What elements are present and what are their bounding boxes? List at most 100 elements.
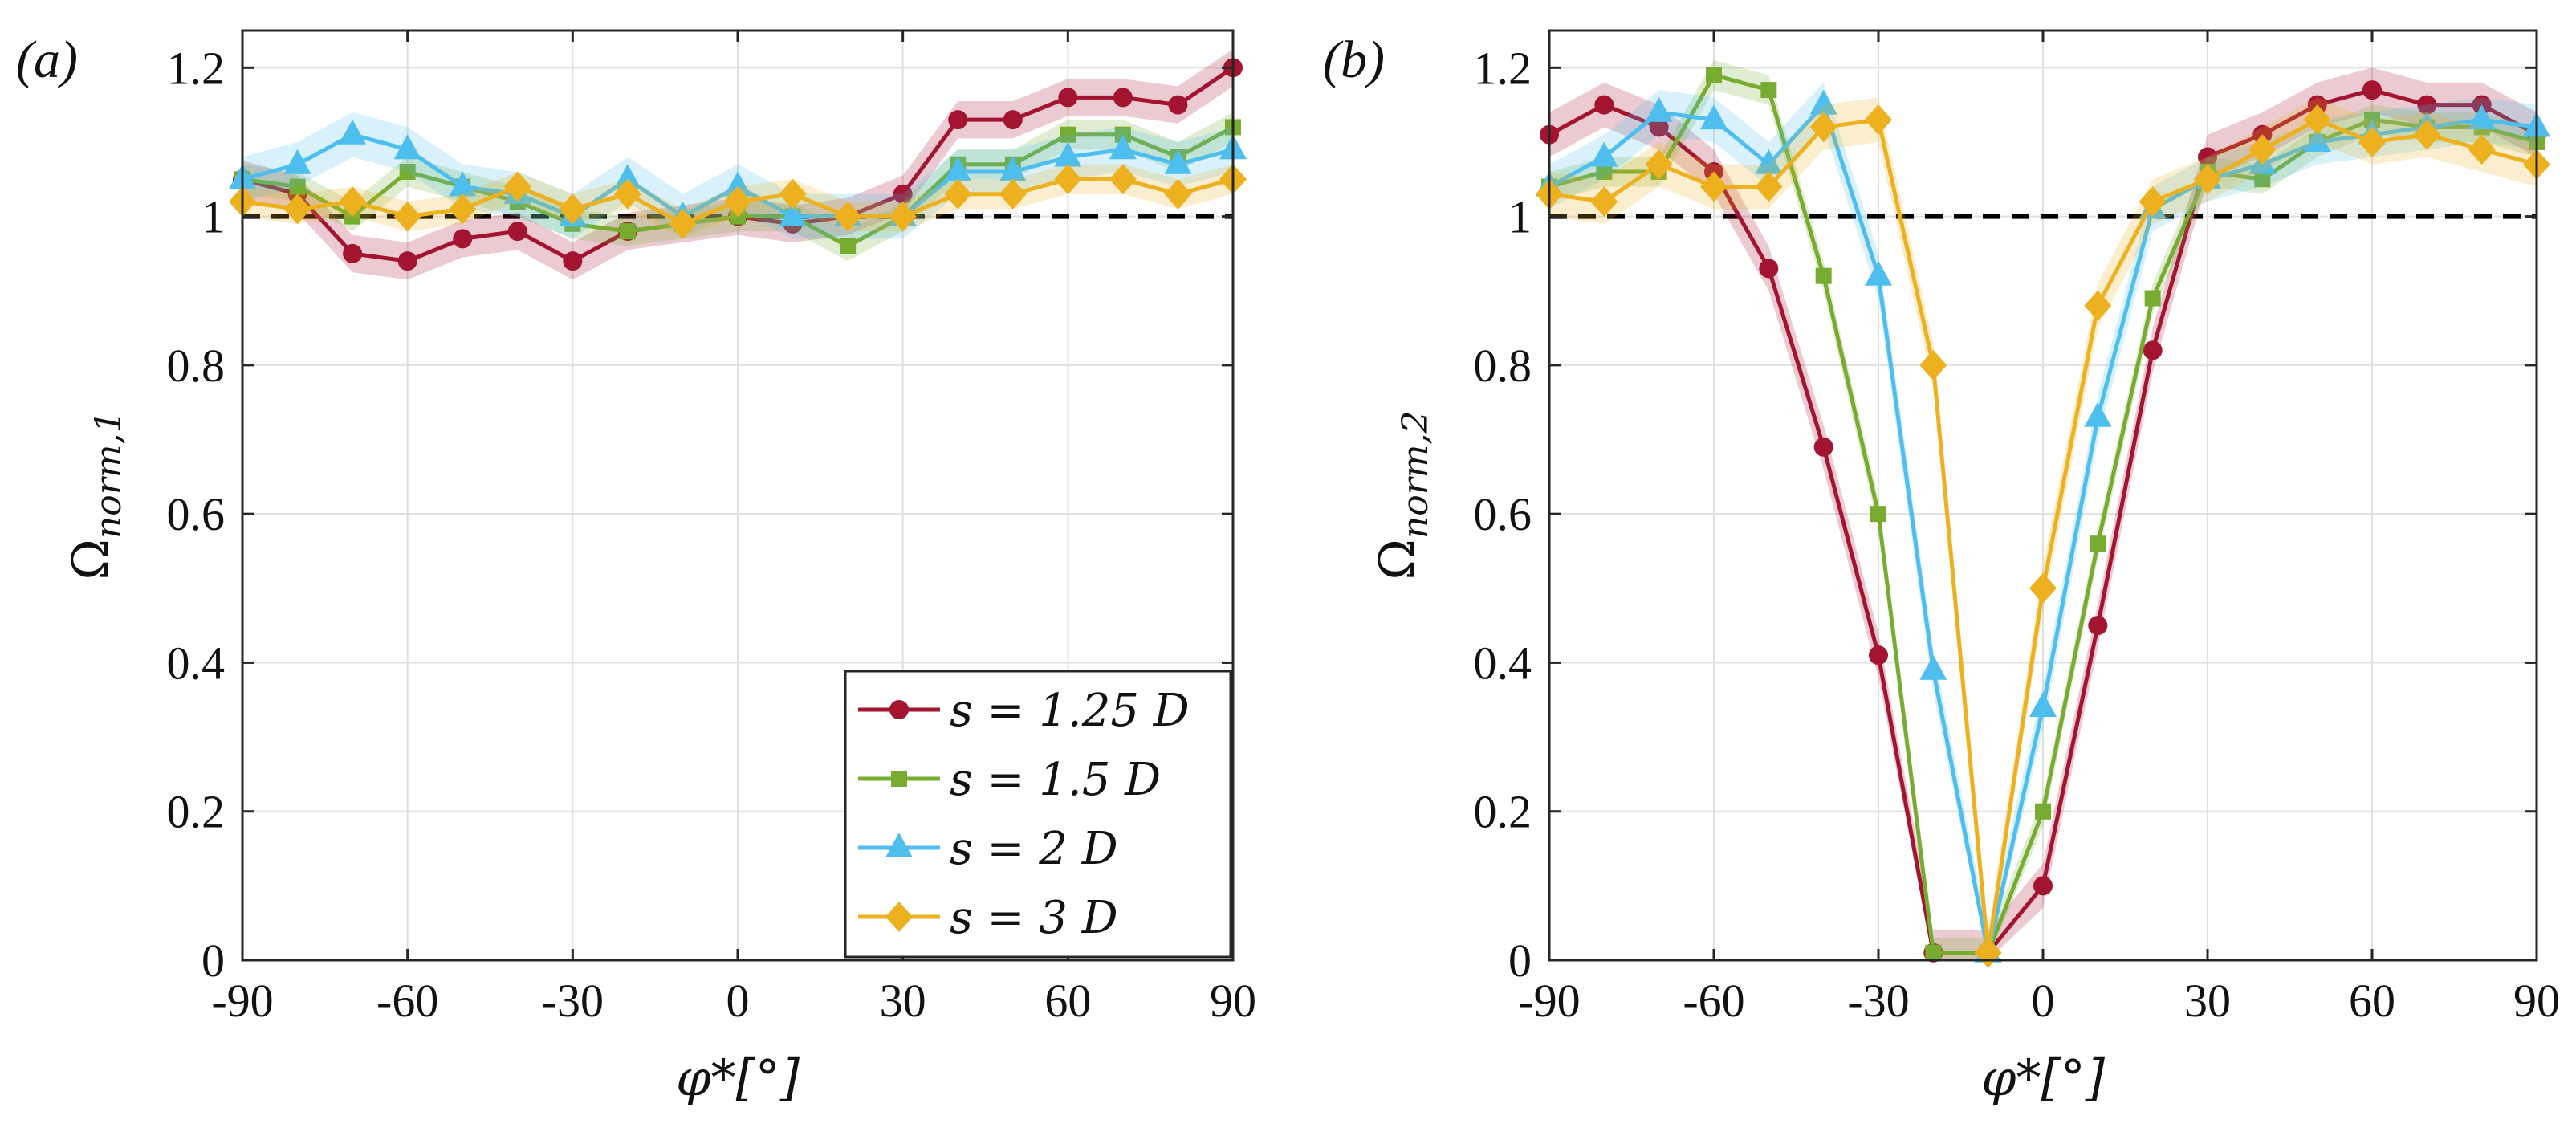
legend-item: s = 1.5 D [858, 754, 1161, 806]
legend-marker [885, 833, 913, 857]
data-point [944, 157, 972, 182]
data-point [1700, 171, 1728, 202]
series-s-3-d [1536, 97, 2550, 968]
data-point [399, 164, 416, 181]
x-tick-label: -90 [211, 975, 273, 1027]
legend-marker [889, 700, 909, 719]
x-tick-label: 0 [2032, 975, 2055, 1027]
data-point [1869, 645, 1888, 666]
legend-label: s = 2 D [950, 823, 1118, 875]
data-point [999, 157, 1027, 182]
data-point [507, 222, 527, 242]
series-s-3-d [229, 164, 1247, 239]
data-point [449, 171, 477, 197]
data-point [1755, 149, 1783, 174]
data-point [559, 193, 587, 225]
y-tick-label: 0 [201, 934, 225, 987]
data-point [283, 193, 311, 225]
data-point [1054, 141, 1082, 167]
data-point [1870, 506, 1886, 523]
data-point [397, 251, 417, 271]
y-axis-label: Ωnorm,2 [1368, 411, 1436, 580]
data-point [2303, 104, 2331, 136]
x-tick-label: 60 [2349, 975, 2395, 1027]
data-point [2143, 340, 2163, 360]
data-point [999, 178, 1027, 210]
legend-marker [891, 771, 907, 787]
data-point [393, 201, 421, 232]
data-point [1168, 95, 1188, 115]
data-point [840, 238, 857, 254]
data-point [2035, 803, 2051, 820]
data-point [1755, 171, 1783, 202]
data-point [1919, 654, 1947, 680]
series-s-1-25-d [233, 49, 1243, 280]
y-tick-label: 0.4 [167, 637, 226, 689]
legend-marker [885, 902, 913, 932]
data-point [1109, 164, 1137, 195]
data-point [2029, 572, 2057, 604]
x-tick-label: -60 [376, 975, 438, 1027]
legend-item: s = 2 D [858, 823, 1118, 875]
data-point [613, 164, 641, 189]
data-point [1919, 349, 1947, 381]
x-tick-label: -60 [1683, 975, 1744, 1027]
data-point [1649, 117, 1669, 137]
chart-panel-a: -90 -60 -30 0 30 60 90 0 0.2 0.4 0.6 0.8 1 1.2 (a) φ*[°… [16, 29, 1256, 1107]
data-point [1164, 178, 1192, 210]
data-point [2417, 95, 2437, 115]
y-tick-label: 0.8 [1474, 340, 1532, 392]
x-tick-label: 30 [880, 975, 926, 1027]
data-point [1759, 259, 1779, 279]
y-axis-label: Ωnorm,1 [61, 411, 129, 580]
data-point [1813, 437, 1833, 457]
data-point [889, 201, 917, 232]
y-tick-label: 1.2 [1474, 42, 1532, 94]
data-point [944, 178, 972, 210]
data-point [283, 149, 311, 174]
data-point [1113, 88, 1133, 108]
data-point [2468, 104, 2496, 130]
series-band [1549, 97, 2537, 961]
data-point [1060, 126, 1076, 143]
y-axis-subscript: norm,1 [88, 411, 129, 539]
data-point [1925, 944, 1942, 961]
y-tick-label: 1.2 [167, 42, 226, 94]
data-point [339, 186, 367, 218]
data-point [453, 229, 473, 249]
legend-label: s = 1.5 D [950, 754, 1161, 806]
data-point [289, 178, 306, 195]
x-tick-label: 0 [726, 975, 750, 1027]
data-point [2084, 401, 2112, 427]
data-point [339, 119, 367, 145]
data-point [1760, 82, 1777, 99]
y-tick-label: 0.4 [1474, 637, 1532, 689]
data-point [1054, 164, 1082, 195]
data-point [834, 201, 862, 232]
data-point [393, 134, 421, 160]
data-point [2144, 290, 2161, 307]
chart-panel-b: -90 -60 -30 0 30 60 90 0 0.2 0.4 0.6 0.8 1 1.2 (b) φ*[°… [1323, 29, 2560, 1107]
data-point [1645, 149, 1673, 180]
data-point [948, 110, 968, 130]
data-point [1590, 186, 1618, 218]
data-point [1594, 95, 1614, 115]
data-point [2090, 535, 2106, 552]
x-axis-label: φ*[°] [1981, 1048, 2106, 1107]
data-point [619, 223, 636, 240]
data-point [1058, 88, 1078, 108]
data-point [2194, 164, 2221, 195]
data-point [669, 208, 697, 239]
data-point [2033, 876, 2053, 896]
x-tick-label: 90 [1210, 975, 1256, 1027]
data-point [1809, 89, 1837, 115]
legend-box [844, 670, 1232, 959]
data-point [1865, 104, 1892, 136]
y-axis-subscript: norm,2 [1395, 411, 1436, 539]
data-point [449, 193, 477, 225]
x-axis-label: φ*[°] [676, 1048, 800, 1107]
y-tick-label: 0.8 [167, 340, 226, 392]
data-point [2029, 692, 2057, 718]
legend: s = 1.25 D s = 1.5 D s = 2 D s = 3 D [844, 670, 1232, 959]
data-point [1809, 112, 1837, 143]
